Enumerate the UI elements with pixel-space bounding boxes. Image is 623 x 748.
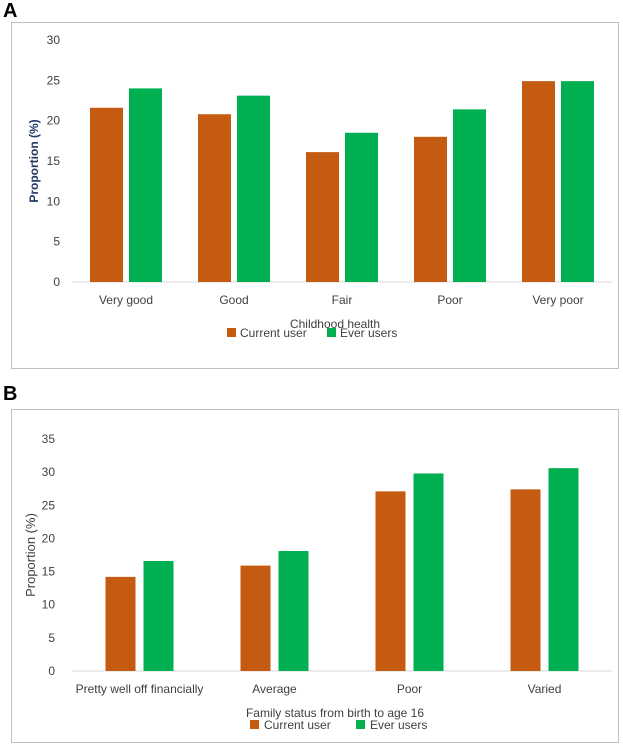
chart-b-legend-swatch-current — [250, 720, 259, 729]
chart-b-category-label: Average — [252, 682, 297, 696]
chart-b-ytick-label: 20 — [42, 531, 56, 545]
chart-b-legend-label: Ever users — [370, 718, 427, 732]
chart-b-x-axis-label: Family status from birth to age 16 — [246, 706, 424, 720]
chart-a-ytick-label: 10 — [47, 194, 61, 208]
chart-b-ytick-label: 30 — [42, 465, 56, 479]
chart-b-ytick-label: 0 — [48, 664, 55, 678]
chart-a-ytick-label: 15 — [47, 154, 61, 168]
chart-b-bar-ever — [413, 473, 444, 671]
chart-a-bar-ever — [561, 81, 594, 282]
chart-a-bar-ever — [237, 95, 270, 282]
chart-a-bar-current — [90, 107, 123, 282]
chart-b-ytick-label: 35 — [42, 432, 56, 446]
chart-a-legend-swatch-current — [227, 328, 236, 337]
chart-b-bar-current — [375, 491, 406, 671]
chart-b-bar-current — [105, 576, 136, 671]
chart-a-ytick-label: 25 — [47, 73, 61, 87]
chart-a-category-label: Very good — [99, 293, 153, 307]
chart-b-bar-ever — [278, 551, 309, 671]
chart-a-bar-current — [198, 114, 231, 282]
chart-b-bar-current — [240, 565, 271, 671]
chart-a-bar-ever — [453, 109, 486, 282]
panel-a-label: A — [3, 0, 18, 22]
chart-b-legend-swatch-ever — [356, 720, 365, 729]
panel-b-label: B — [3, 383, 18, 405]
chart-b-bar-ever — [143, 560, 174, 671]
chart-a-legend-label: Current user — [240, 326, 307, 340]
chart-b-y-axis-label: Proportion (%) — [23, 513, 38, 597]
chart-b-category-label: Pretty well off financially — [76, 682, 204, 696]
chart-a-bar-current — [522, 81, 555, 282]
chart-a-ytick-label: 5 — [53, 235, 60, 249]
chart-a-y-axis-label: Proportion (%) — [27, 119, 41, 202]
chart-a-bar-ever — [129, 88, 162, 283]
chart-a-bar-current — [306, 152, 339, 282]
chart-b-legend-label: Current user — [264, 718, 331, 732]
chart-a-category-label: Poor — [437, 293, 462, 307]
chart-a-x-axis-label: Childhood health — [290, 317, 380, 331]
chart-b-ytick-label: 10 — [42, 598, 56, 612]
chart-a-bar-ever — [345, 132, 378, 282]
chart-a-ytick-label: 30 — [47, 33, 61, 47]
chart-a-category-label: Fair — [332, 293, 353, 307]
chart-b-bar-current — [510, 489, 541, 671]
chart-a-legend-swatch-ever — [327, 328, 336, 337]
chart-a-category-label: Very poor — [532, 293, 583, 307]
chart-b-category-label: Poor — [397, 682, 422, 696]
chart-a-legend-label: Ever users — [340, 326, 397, 340]
chart-b-category-label: Varied — [528, 682, 562, 696]
chart-a-ytick-label: 0 — [53, 275, 60, 289]
chart-b-ytick-label: 5 — [48, 631, 55, 645]
chart-b-ytick-label: 15 — [42, 565, 56, 579]
chart-a-category-label: Good — [219, 293, 248, 307]
chart-b-ytick-label: 25 — [42, 498, 56, 512]
chart-b-bar-ever — [548, 468, 579, 671]
chart-a-ytick-label: 20 — [47, 114, 61, 128]
chart-a-bar-current — [414, 136, 447, 282]
